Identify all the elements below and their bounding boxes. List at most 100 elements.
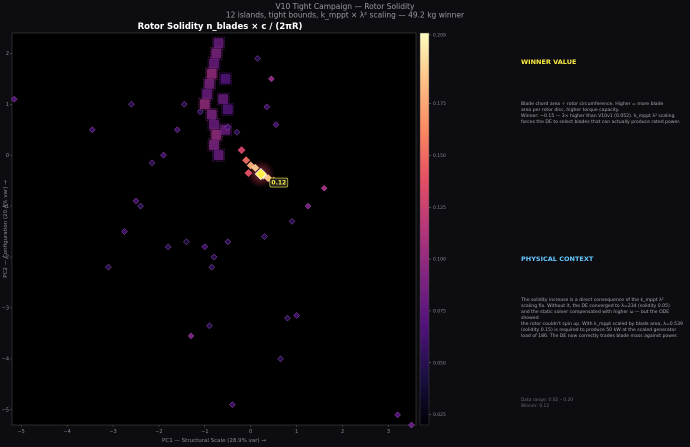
heatmap-cell	[244, 169, 253, 177]
figure-subtitle: 12 islands, tight bounds, k_mppt × λ² sc…	[226, 11, 465, 20]
heatmap-cluster-outline	[212, 148, 225, 162]
heatmap-cluster-cell	[218, 94, 229, 105]
colorbar-ticks: 0.025 0.050 0.075 0.100 0.125 0.150 0.175 0.209	[429, 33, 446, 418]
y-axis-label: PC2 — Configuration (20.4% var) →	[3, 180, 9, 278]
plot-layer: 0.12	[10, 36, 415, 429]
colorbar-tick-label: 0.150	[433, 153, 446, 159]
heatmap-point	[187, 332, 195, 340]
heatmap-point	[173, 126, 181, 134]
heatmap-cluster-cell	[213, 150, 224, 161]
heatmap-cell	[242, 156, 251, 165]
heatmap-point	[121, 228, 128, 235]
heatmap-cluster-cell	[199, 99, 210, 110]
x-tick-label: −2	[155, 429, 162, 435]
winner-label-box	[269, 177, 289, 188]
y-tick-label: 0	[6, 153, 9, 159]
footer-line: Winner: 0.12	[521, 403, 550, 409]
heatmap-cluster-outline	[219, 123, 232, 137]
heatmap-point	[88, 126, 96, 134]
x-tick-label: 1	[295, 429, 298, 435]
heatmap-point	[320, 184, 328, 192]
x-tick-label: 2	[341, 429, 344, 435]
heatmap-point	[304, 202, 312, 210]
physical-context-title: PHYSICAL CONTEXT	[521, 255, 594, 263]
heatmap-point	[160, 151, 167, 159]
figure-title: V10 Tight Campaign — Rotor Solidity	[276, 2, 415, 11]
heatmap-point	[208, 263, 216, 271]
heatmap-cluster-cell	[209, 58, 219, 69]
winner-line: area per rotor disc, higher torque capac…	[521, 108, 620, 113]
heatmap-point	[128, 100, 135, 108]
x-tick-label: 0	[249, 429, 252, 435]
heatmap-cluster-outline	[221, 102, 235, 116]
y-tick-label: 2	[6, 51, 9, 57]
heatmap-point	[272, 121, 280, 128]
x-tick-label: −1	[201, 429, 208, 435]
x-tick-label: −4	[63, 429, 70, 435]
heatmap-point	[288, 218, 296, 225]
y-tick-label: −5	[2, 407, 9, 413]
heatmap-point	[206, 322, 213, 330]
heatmap-point	[394, 411, 401, 419]
y-tick-label: −1	[2, 204, 9, 210]
context-line: The solidity increase is a direct conseq…	[521, 298, 664, 303]
heatmap-point	[196, 108, 204, 116]
footer-line: Data range: 0.02 – 0.20	[521, 398, 574, 403]
y-tick-label: −4	[2, 357, 9, 363]
colorbar-tick-label: 0.209	[433, 33, 446, 39]
y-tick-label: −3	[2, 306, 9, 312]
heatmap-point	[224, 238, 232, 246]
y-tick-label: −2	[2, 255, 9, 261]
heatmap-cluster-outline	[198, 97, 212, 111]
heatmap-cluster-cell	[206, 68, 217, 79]
context-line: scaling fix. Without it, the DE converge…	[521, 304, 670, 309]
heatmap-cluster-cell	[206, 109, 217, 120]
plot-area	[11, 32, 417, 426]
winner-marker	[254, 167, 267, 181]
heatmap-point	[164, 243, 172, 251]
y-tick-label: 1	[6, 102, 9, 108]
chart-title: Rotor Solidity n_blades × c / (2πR)	[138, 22, 303, 32]
heatmap-point	[180, 100, 188, 108]
heatmap-point	[408, 421, 415, 429]
heatmap-cluster-cell	[222, 104, 233, 115]
heatmap-point	[132, 197, 140, 205]
heatmap-point	[210, 253, 218, 261]
heatmap-cluster-cell	[211, 48, 222, 59]
x-tick-label: −5	[17, 429, 24, 435]
heatmap-point	[277, 355, 284, 363]
colorbar-tick-label: 0.025	[433, 412, 446, 418]
heatmap-point	[105, 263, 112, 271]
heatmap-point	[201, 243, 209, 251]
heatmap-cluster-cell	[204, 78, 215, 89]
heatmap-cluster-cell	[211, 129, 222, 140]
heatmap-point	[254, 55, 261, 62]
context-line: and the static solver compensated with h…	[521, 310, 670, 321]
heatmap-cluster-cell	[209, 119, 219, 130]
heatmap-point	[293, 312, 300, 319]
heatmap-point	[263, 103, 271, 111]
heatmap-cluster-cell	[202, 89, 213, 100]
heatmap-point	[229, 401, 236, 408]
colorbar-tick-label: 0.050	[433, 360, 446, 366]
colorbar-tick-label: 0.100	[433, 257, 446, 263]
winner-line: Blade chord area ÷ rotor circumference. …	[521, 102, 664, 107]
x-tick-label: −3	[109, 429, 116, 435]
axes-layer: −5 −4 −3 −2 −1 0 1 2 3 −5 −4 −3 −2 −1 0 1 2	[2, 51, 390, 435]
winner-value-title: WINNER VALUE	[521, 58, 577, 66]
context-line: (solidity 0.15) is required to produce 5…	[521, 328, 677, 333]
colorbar	[419, 32, 430, 426]
heatmap-point	[183, 238, 190, 246]
heatmap-point	[224, 123, 232, 131]
colorbar-tick-label: 0.175	[433, 101, 446, 107]
winner-label: 0.12	[271, 180, 286, 187]
physical-context-text: The solidity increase is a direct conseq…	[521, 298, 686, 340]
heatmap-cluster-cell	[209, 140, 219, 150]
heatmap-cluster-cell	[213, 38, 224, 49]
heatmap-point	[148, 159, 156, 167]
context-line: the rotor couldn't spin up. With k_mppt …	[521, 322, 683, 327]
colorbar-tick-label: 0.125	[433, 205, 446, 211]
heatmap-cell	[237, 146, 246, 155]
winner-line: forces the DE to select blades that can …	[521, 120, 681, 125]
